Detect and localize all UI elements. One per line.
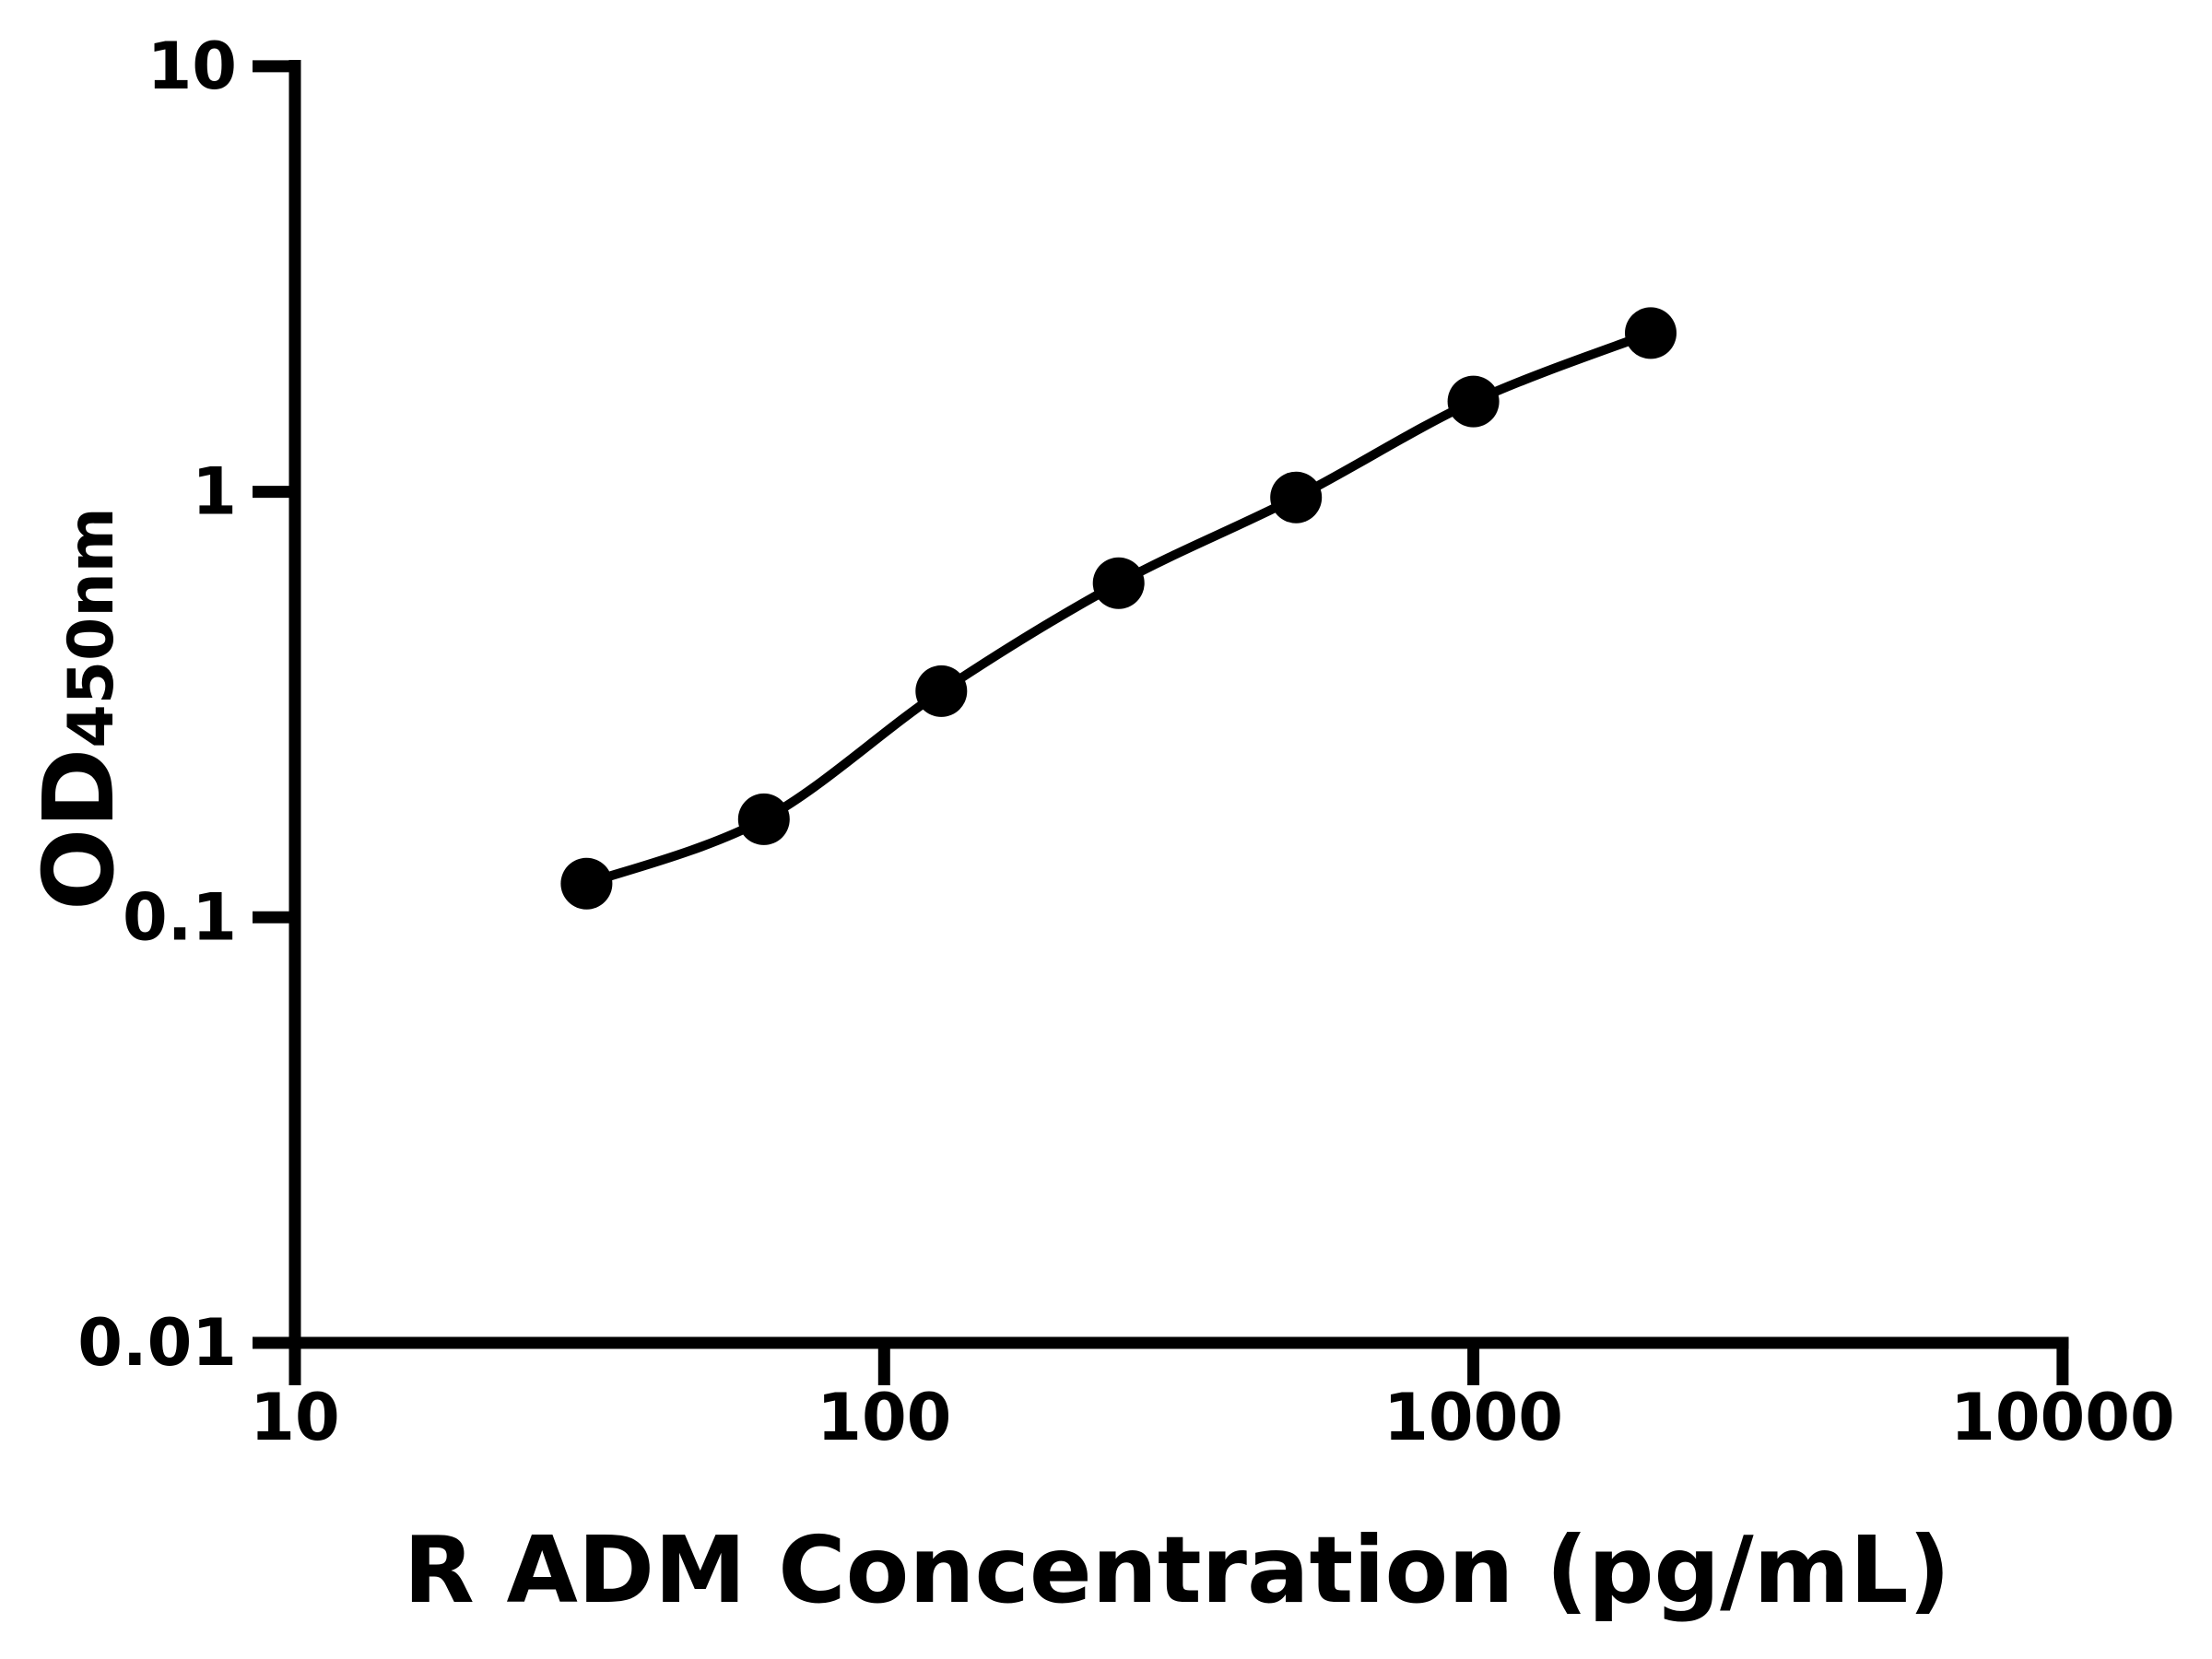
y-axis-title-subscript: 450nm: [55, 507, 128, 747]
x-axis-title: R ADM Concentration (pg/mL): [404, 1516, 1951, 1624]
data-point-marker: [1447, 375, 1500, 428]
x-tick-label: 100: [817, 1380, 951, 1455]
x-tick-label: 10000: [1950, 1380, 2175, 1455]
data-point-marker: [1625, 307, 1677, 359]
data-point-marker: [560, 857, 613, 910]
x-tick-label: 1000: [1383, 1380, 1563, 1455]
data-point-marker: [1092, 557, 1145, 609]
tick-labels: 0.01 0.1 1 10 10 100 1000 10000: [77, 29, 2174, 1455]
y-tick-label: 1: [192, 454, 237, 530]
y-tick-label: 0.1: [123, 879, 237, 955]
data-point-marker: [1270, 471, 1323, 524]
axes: [288, 60, 2069, 1349]
y-tick-label: 10: [147, 29, 237, 104]
data-point-marker: [915, 665, 968, 717]
axis-ticks: [253, 60, 2069, 1385]
y-tick-label: 0.01: [77, 1305, 237, 1381]
data-point-marker: [737, 793, 790, 845]
x-tick-label: 10: [250, 1380, 339, 1455]
y-axis-title-main: OD: [23, 748, 135, 911]
data-series: [560, 307, 1677, 910]
y-axis-title: OD450nm: [23, 507, 135, 911]
